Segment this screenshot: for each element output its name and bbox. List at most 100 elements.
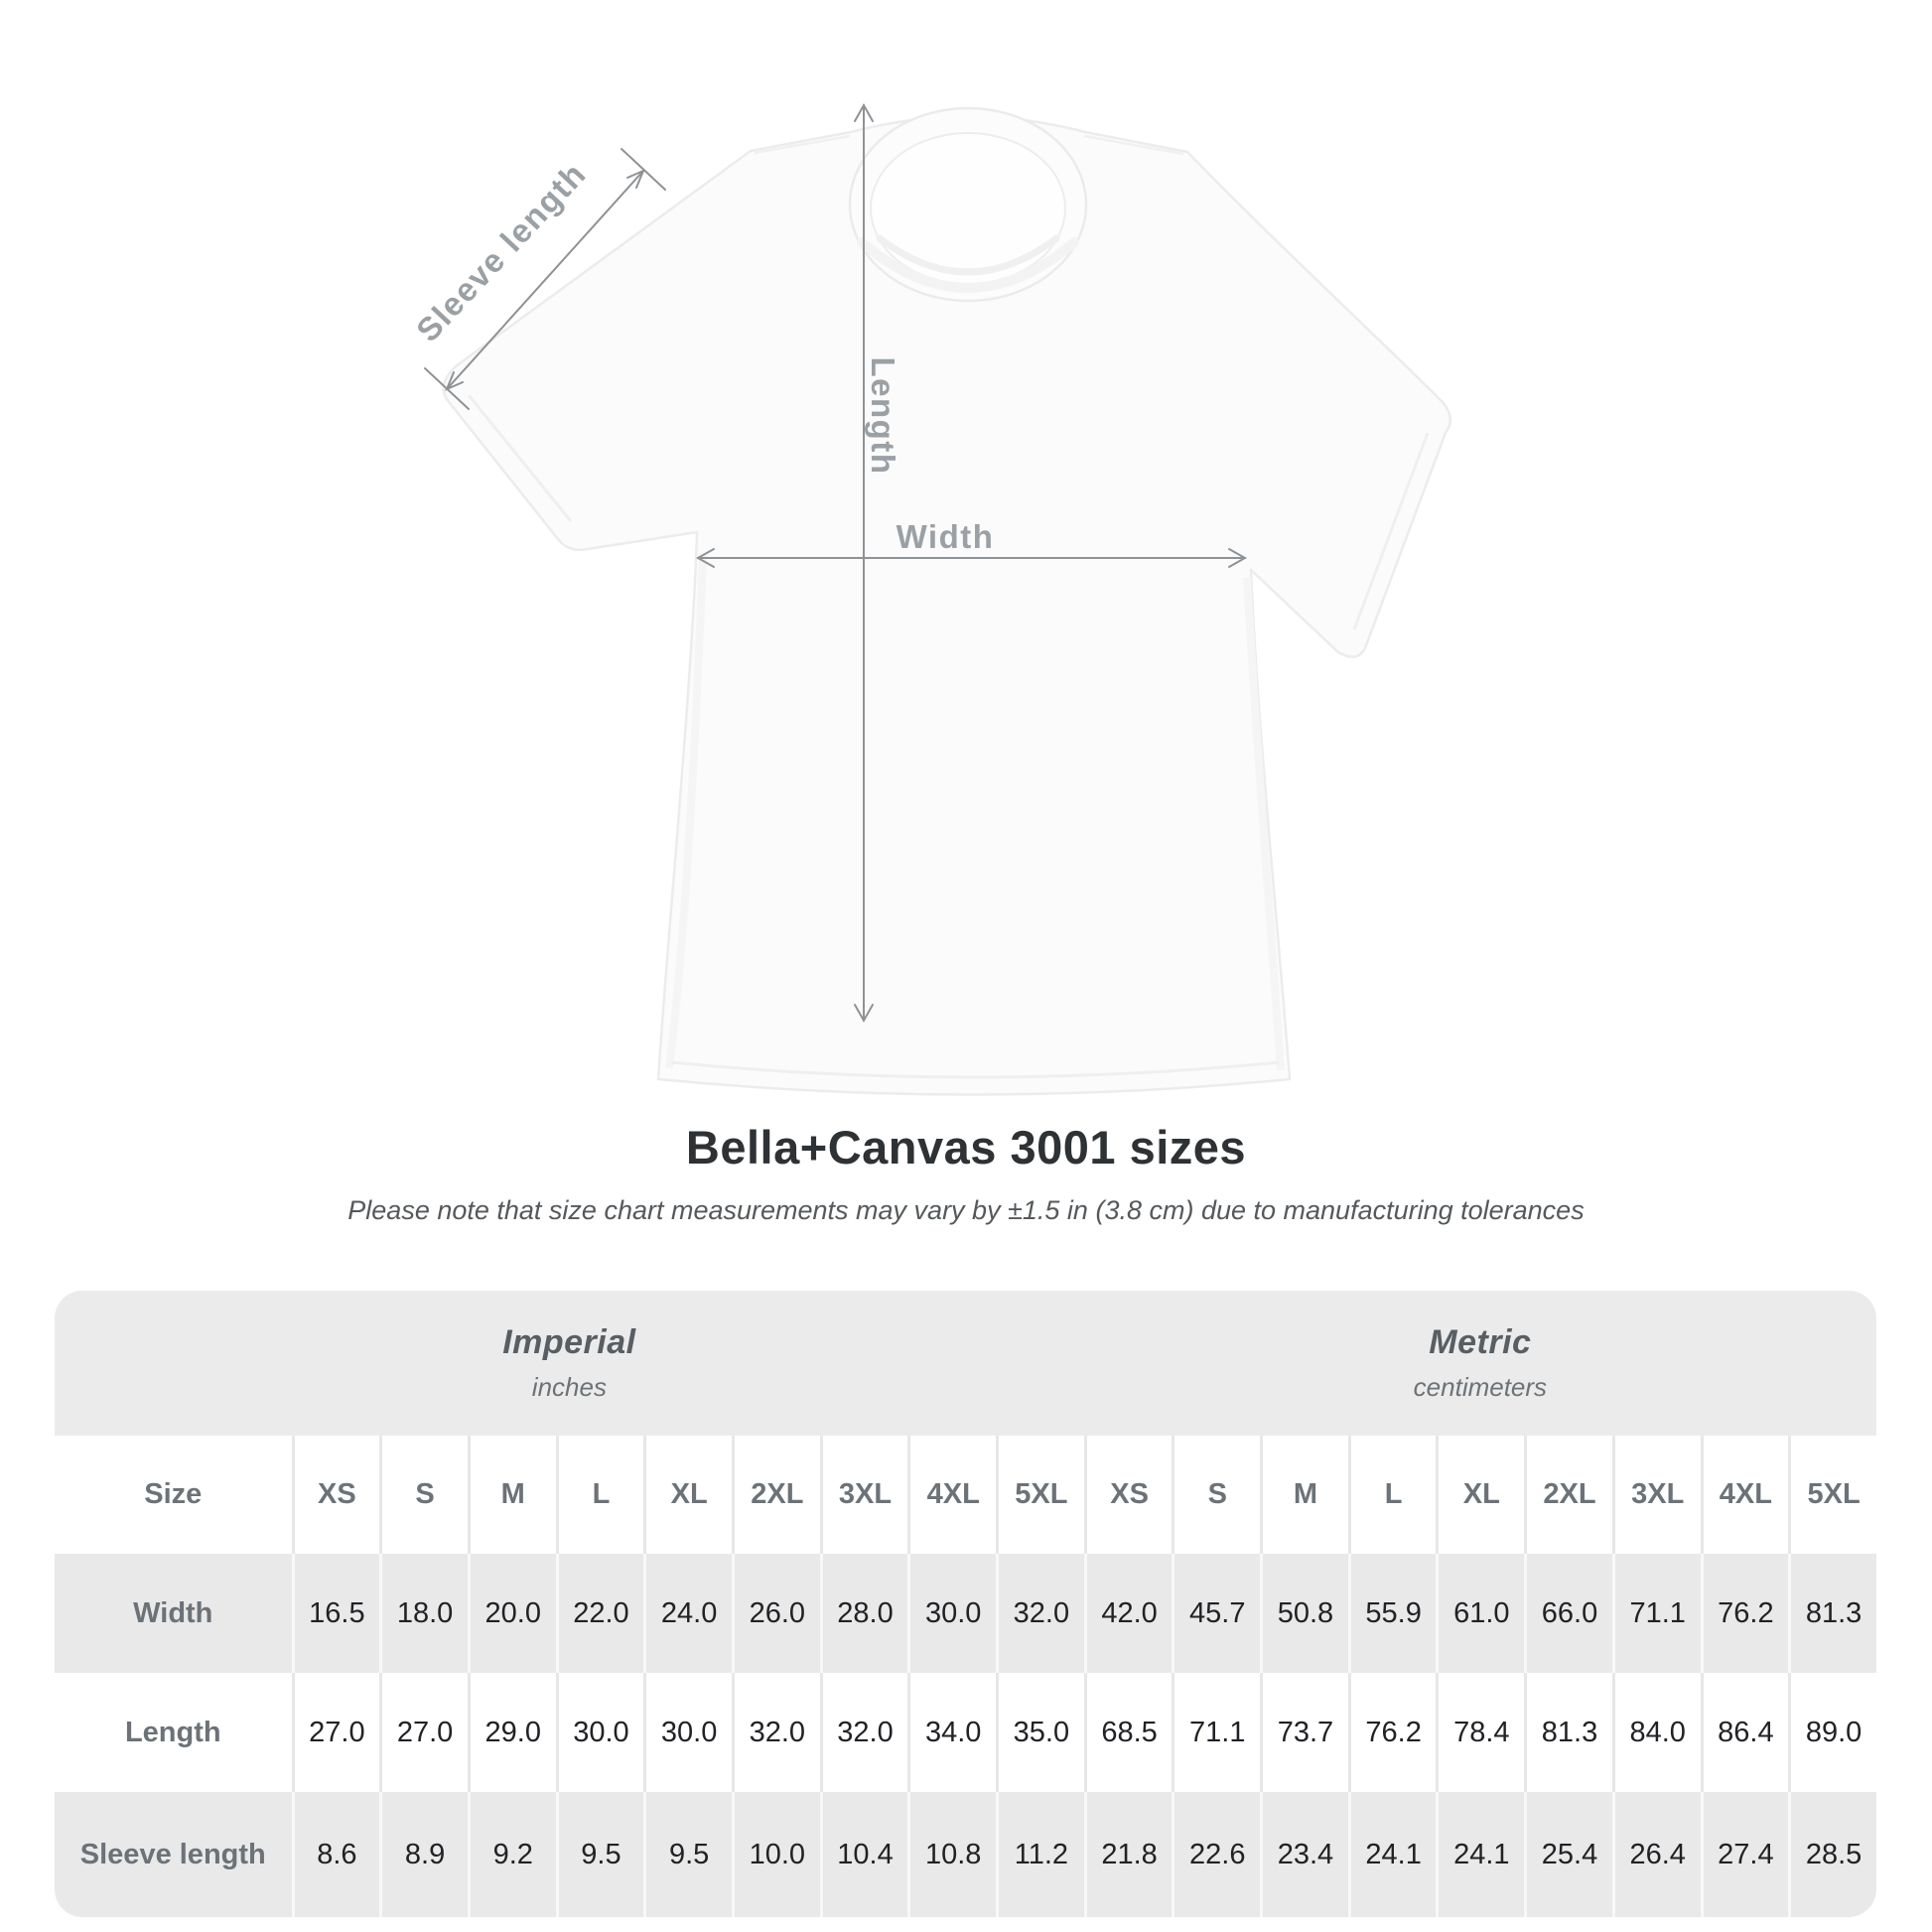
metric-header: Metric centimeters [1084, 1291, 1876, 1436]
length-label: Length [865, 356, 901, 476]
row-label-length: Length [124, 1716, 221, 1748]
metric-unit: centimeters [1413, 1372, 1548, 1402]
value-cell: 24.0 [643, 1554, 732, 1673]
collar-inner-shadow [876, 234, 1060, 276]
value-cell: 11.2 [996, 1792, 1084, 1917]
table-row-2: Sleeve length 8.6 8.9 9.2 9.5 9.5 10.0 10.4 10.… [55, 1792, 1876, 1917]
value-cell: 24.1 [1347, 1792, 1437, 1917]
value-cell: 9.5 [643, 1792, 732, 1917]
value-cell: 25.4 [1524, 1792, 1612, 1917]
right-shoulder-seam [1083, 134, 1184, 156]
value-cell: 76.2 [1700, 1554, 1789, 1673]
tshirt-silhouette [442, 115, 1452, 1096]
value-cell: 35.0 [996, 1673, 1084, 1792]
size-col-header: 3XL [1611, 1436, 1701, 1554]
size-col-header: XL [1436, 1436, 1524, 1554]
hem-stitch [670, 1060, 1280, 1079]
value-cell: 45.7 [1172, 1554, 1260, 1673]
size-col-header: 2XL [731, 1436, 820, 1554]
value-cell: 81.3 [1788, 1554, 1876, 1673]
value-cell: 22.6 [1172, 1792, 1260, 1917]
value-cell: 27.0 [291, 1673, 380, 1792]
value-cell: 89.0 [1788, 1673, 1876, 1792]
value-cell: 78.4 [1436, 1673, 1524, 1792]
size-col-header: XS [291, 1436, 380, 1554]
value-cell: 28.5 [1788, 1792, 1876, 1917]
value-cell: 29.0 [467, 1673, 556, 1792]
row-label-sleeve-length: Sleeve length [79, 1838, 266, 1870]
page-title: Bella+Canvas 3001 sizes [685, 1121, 1247, 1173]
value-cell: 42.0 [1083, 1554, 1173, 1673]
under-collar-shadow [857, 237, 1079, 293]
value-cell: 16.5 [291, 1554, 380, 1673]
size-col-header: L [1347, 1436, 1437, 1554]
left-shoulder-seam [754, 134, 851, 155]
value-cell: 68.5 [1083, 1673, 1173, 1792]
value-cell: 26.0 [731, 1554, 820, 1673]
value-cell: 8.6 [291, 1792, 380, 1917]
value-cell: 27.0 [379, 1673, 468, 1792]
value-cell: 71.1 [1172, 1673, 1260, 1792]
table-row-1: Length 27.0 27.0 29.0 30.0 30.0 32.0 32.0 34.0 3… [55, 1673, 1876, 1792]
size-col-header: S [379, 1436, 468, 1554]
value-cell: 86.4 [1700, 1673, 1789, 1792]
metric-title: Metric [1429, 1323, 1532, 1361]
value-cell: 84.0 [1611, 1673, 1701, 1792]
size-col-header: S [1172, 1436, 1260, 1554]
right-cuff-seam [1352, 432, 1430, 630]
unit-header-band: Imperial inches Metric centimeters [55, 1291, 1876, 1436]
size-col-header: M [1260, 1436, 1348, 1554]
width-arrow [695, 548, 1248, 568]
tshirt-illustration [424, 102, 1452, 1096]
collar-opening [870, 132, 1066, 285]
value-cell: 30.0 [907, 1554, 996, 1673]
value-cell: 9.5 [555, 1792, 644, 1917]
size-col-header: 5XL [1788, 1436, 1876, 1554]
value-cell: 32.0 [996, 1554, 1084, 1673]
size-col-header: XL [643, 1436, 732, 1554]
size-col-header: 4XL [907, 1436, 996, 1554]
right-side-shading [1243, 577, 1285, 1071]
imperial-unit: inches [531, 1372, 607, 1402]
tshirt-measurement-diagram: Sleeve length Length Width [409, 102, 1452, 1096]
value-cell: 30.0 [643, 1673, 732, 1792]
length-arrow [854, 102, 874, 1024]
size-col-header: M [467, 1436, 556, 1554]
value-cell: 10.0 [731, 1792, 820, 1917]
value-cell: 30.0 [555, 1673, 644, 1792]
value-cell: 10.8 [907, 1792, 996, 1917]
value-cell: 24.1 [1436, 1792, 1524, 1917]
row-label-width: Width [133, 1596, 213, 1629]
value-cell: 27.4 [1700, 1792, 1789, 1917]
value-cell: 22.0 [555, 1554, 644, 1673]
imperial-title: Imperial [502, 1323, 636, 1361]
value-cell: 32.0 [819, 1673, 908, 1792]
imperial-header: Imperial inches [55, 1291, 1084, 1436]
value-cell: 73.7 [1260, 1673, 1348, 1792]
table-row-sizes: Size XS S M L XL 2XL 3XL 4XL 5XL XS S M L XL 2XL 3XL 4XL… [55, 1436, 1876, 1554]
left-cuff-seam [467, 394, 573, 522]
width-label: Width [896, 518, 995, 555]
value-cell: 18.0 [379, 1554, 468, 1673]
value-cell: 50.8 [1260, 1554, 1348, 1673]
value-cell: 81.3 [1524, 1673, 1612, 1792]
size-col-header: XS [1083, 1436, 1173, 1554]
value-cell: 32.0 [731, 1673, 820, 1792]
size-col-header: 2XL [1524, 1436, 1612, 1554]
table-row-0: Width 16.5 18.0 20.0 22.0 24.0 26.0 28.0 30.0 32… [55, 1554, 1876, 1673]
size-col-header: 5XL [996, 1436, 1084, 1554]
value-cell: 28.0 [819, 1554, 908, 1673]
size-col-header: L [555, 1436, 644, 1554]
value-cell: 55.9 [1347, 1554, 1437, 1673]
size-col-header: 3XL [819, 1436, 908, 1554]
value-cell: 71.1 [1611, 1554, 1701, 1673]
tolerance-note: Please note that size chart measurements… [347, 1195, 1585, 1225]
value-cell: 8.9 [379, 1792, 468, 1917]
value-cell: 34.0 [907, 1673, 996, 1792]
size-row-label: Size [144, 1478, 203, 1510]
size-table: Imperial inches Metric centimeters Size … [55, 1291, 1876, 1917]
value-cell: 26.4 [1611, 1792, 1701, 1917]
value-cell: 66.0 [1524, 1554, 1612, 1673]
value-cell: 23.4 [1260, 1792, 1348, 1917]
